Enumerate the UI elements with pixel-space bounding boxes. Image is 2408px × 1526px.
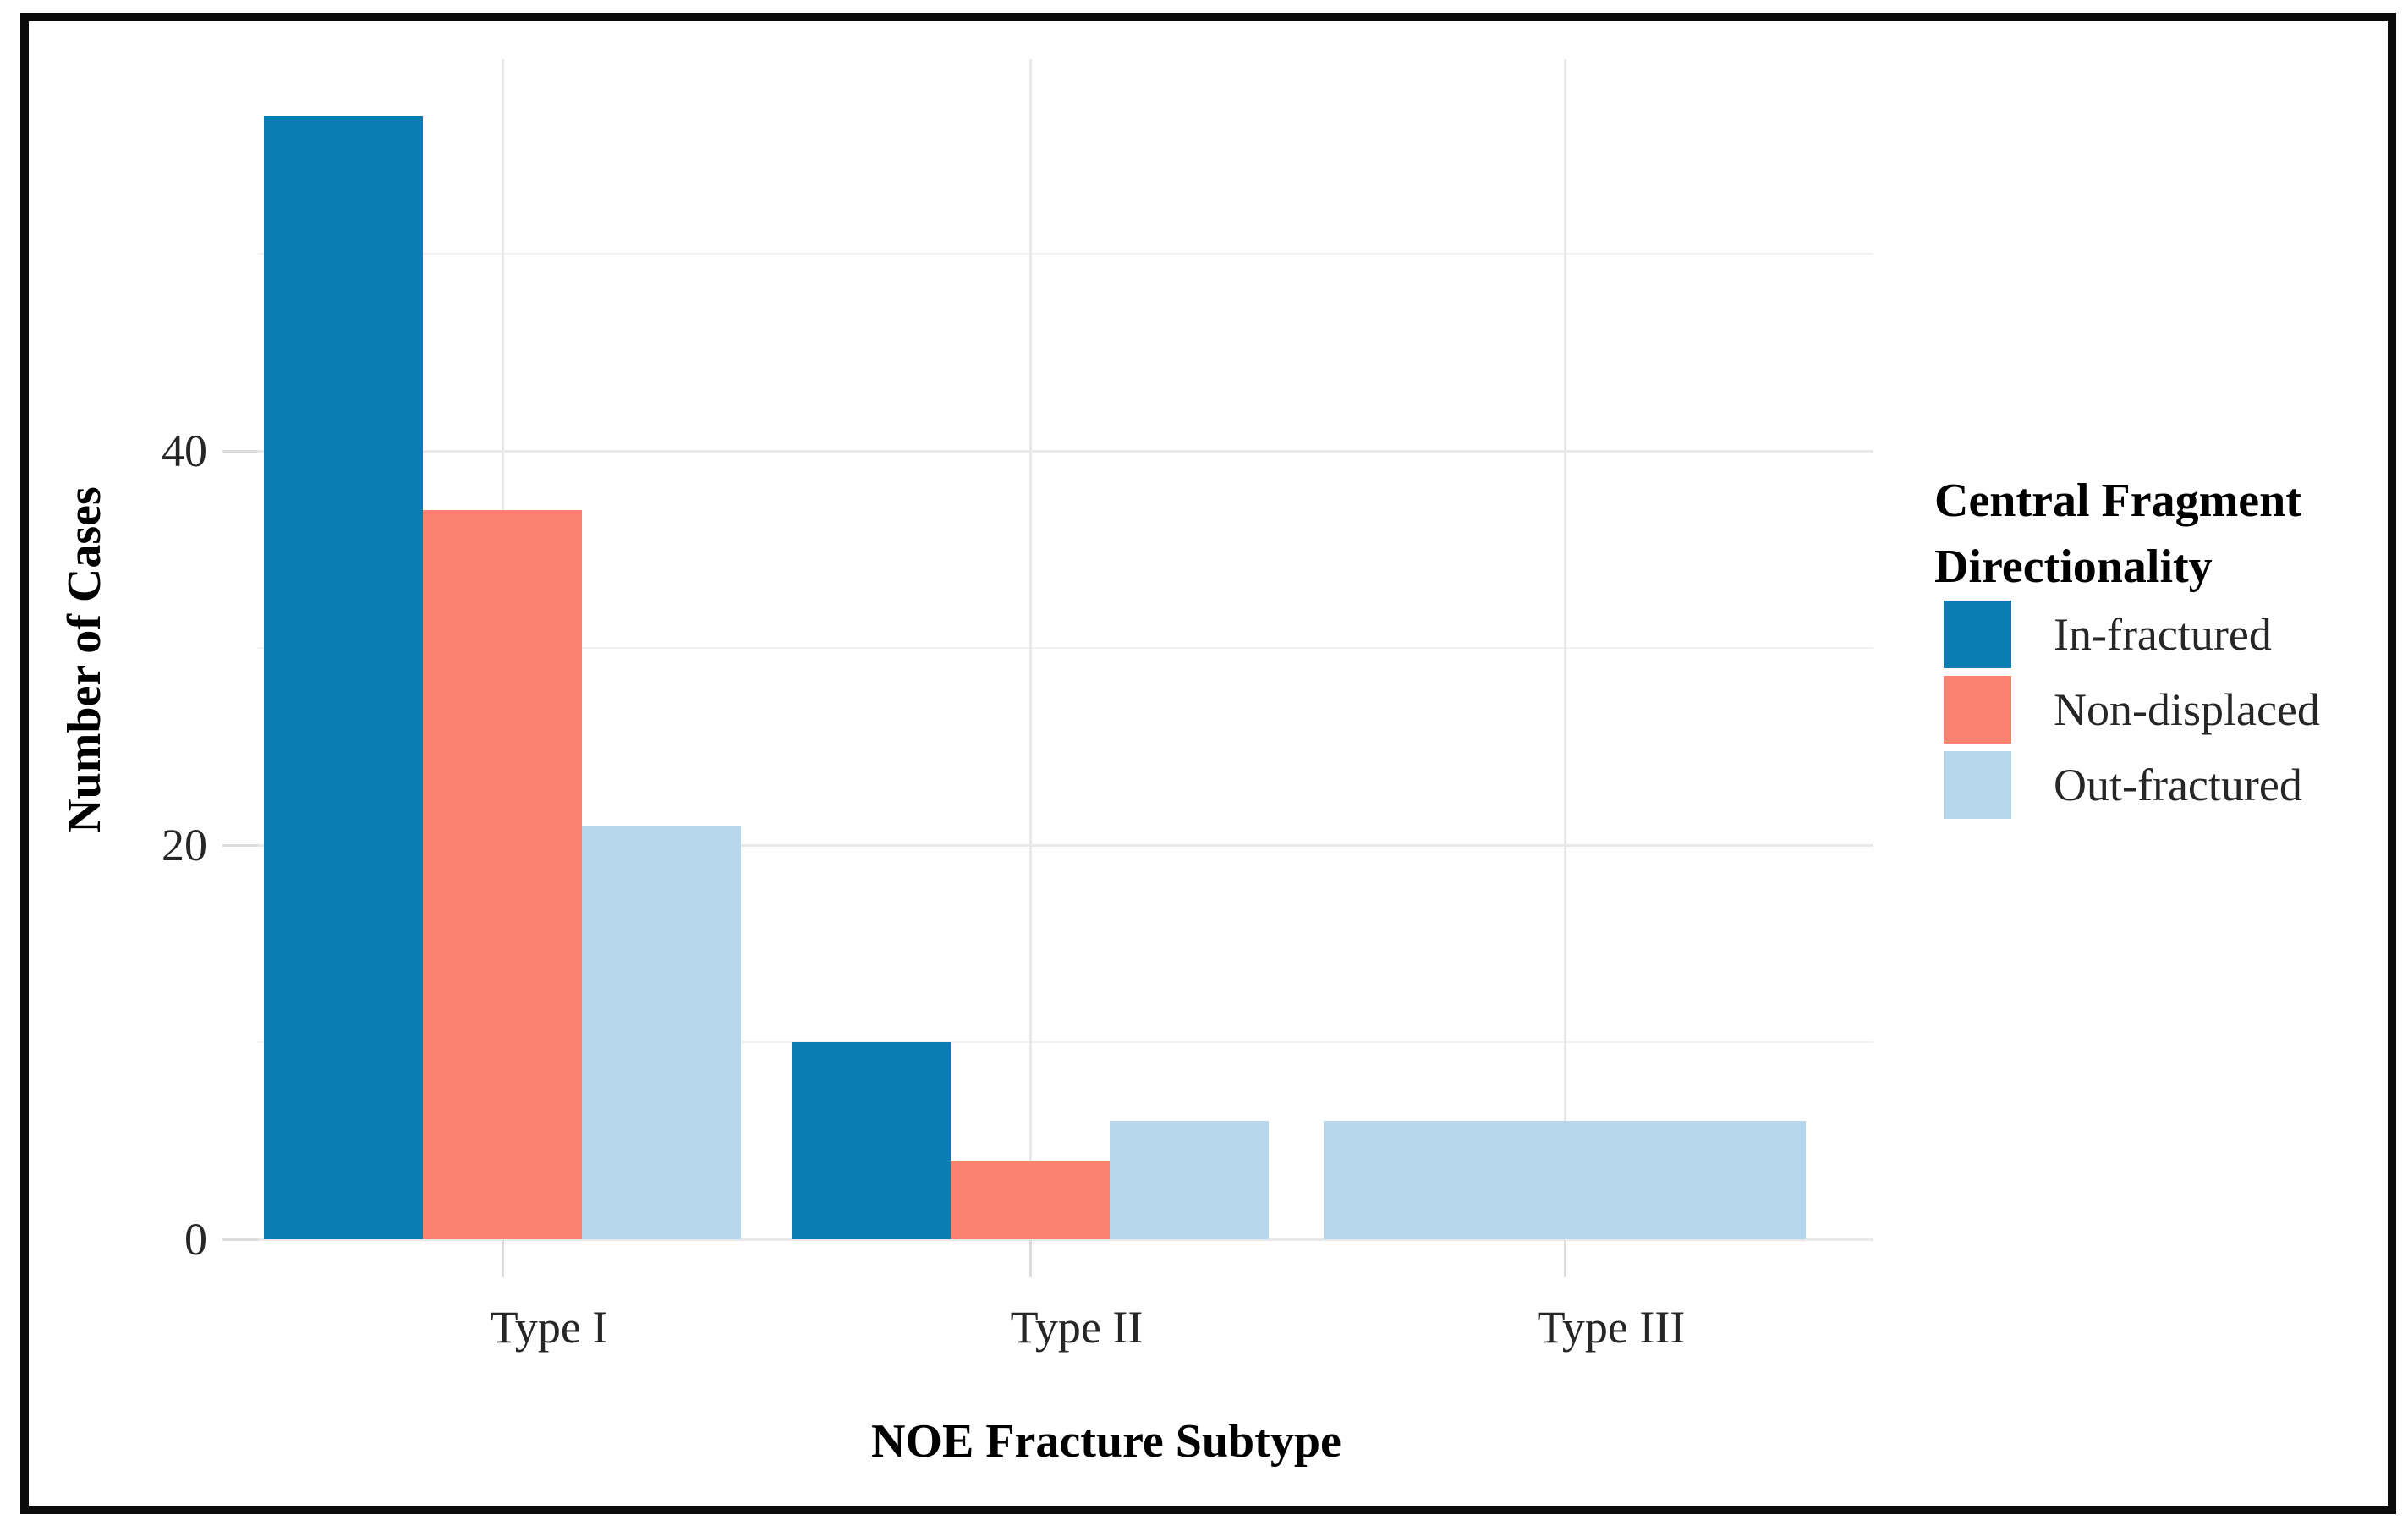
y-axis-title: Number of Cases (58, 486, 111, 833)
figure-border-frame (20, 13, 2396, 1514)
x-tick-label-TypeI: Type I (490, 1302, 608, 1353)
gridline-major-y-0 (258, 1238, 1873, 1241)
legend-title-line-2: Directionality (1934, 541, 2213, 593)
legend-title-line-1: Central Fragment (1934, 475, 2301, 527)
bar-TypeIII-Out-fractured (1324, 1121, 1806, 1239)
legend-swatch-Out-fractured (1944, 751, 2011, 819)
gridline-major-y-40 (258, 450, 1873, 453)
bar-TypeII-Out-fractured (1110, 1121, 1269, 1239)
legend-label-In-fractured: In-fractured (2054, 609, 2272, 660)
gridline-x-Type III (1564, 59, 1566, 1239)
x-tick-Type III (1564, 1240, 1566, 1277)
gridline-minor-y-50 (258, 253, 1873, 255)
x-tick-label-TypeIII: Type III (1537, 1302, 1686, 1353)
y-tick-label-20: 20 (162, 820, 207, 870)
bar-TypeII-In-fractured (792, 1042, 951, 1239)
x-tick-Type II (1029, 1240, 1032, 1277)
x-axis-title: NOE Fracture Subtype (871, 1415, 1341, 1468)
legend-label-Non-displaced: Non-displaced (2054, 684, 2320, 735)
bar-TypeI-Non-displaced (423, 509, 582, 1239)
bar-TypeI-In-fractured (264, 115, 423, 1239)
y-tick-label-40: 40 (162, 425, 207, 476)
bar-TypeII-Non-displaced (951, 1160, 1110, 1239)
bar-TypeI-Out-fractured (582, 825, 741, 1239)
gridline-x-Type II (1029, 59, 1032, 1239)
gridline-minor-y-10 (258, 1041, 1873, 1043)
y-tick-0 (222, 1238, 258, 1241)
y-tick-label-0: 0 (184, 1214, 207, 1265)
x-tick-Type I (502, 1240, 504, 1277)
gridline-major-y-20 (258, 844, 1873, 847)
legend-swatch-Non-displaced (1944, 676, 2011, 744)
y-tick-20 (222, 844, 258, 847)
x-tick-label-TypeII: Type II (1010, 1302, 1144, 1353)
legend-label-Out-fractured: Out-fractured (2054, 760, 2302, 810)
legend-swatch-In-fractured (1944, 601, 2011, 668)
y-tick-40 (222, 450, 258, 453)
gridline-minor-y-30 (258, 647, 1873, 649)
